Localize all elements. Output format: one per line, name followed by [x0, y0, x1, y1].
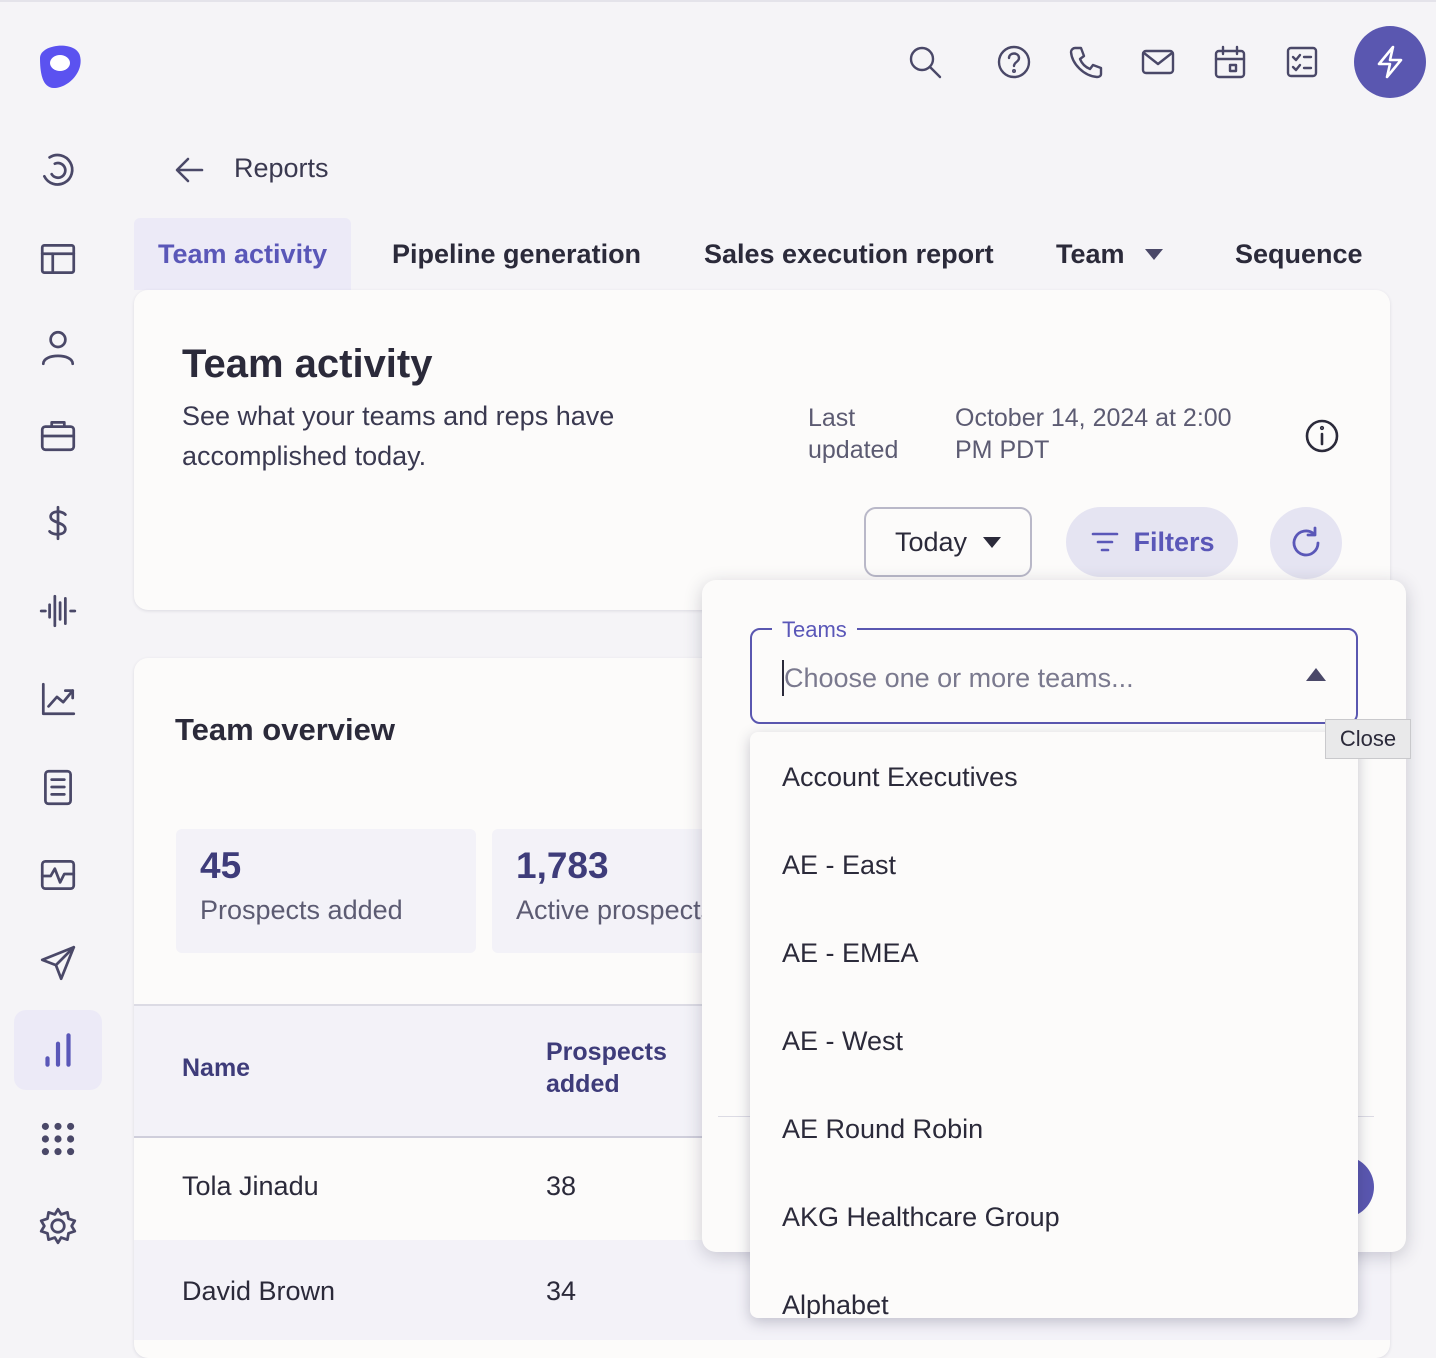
table-cell-prospects-added: 34: [546, 1276, 577, 1306]
tab-pipeline-generation[interactable]: Pipeline generation: [392, 218, 641, 290]
tab-label: Team activity: [158, 238, 328, 269]
settings-gear-icon[interactable]: [30, 1198, 86, 1254]
back-arrow-icon[interactable]: [170, 150, 210, 190]
stat-label: Active prospects: [516, 895, 712, 925]
teams-options-list: Account Executives AE - East AE - EMEA A…: [750, 732, 1358, 1318]
stat-value: 1,783: [516, 845, 609, 886]
breadcrumb-reports[interactable]: Reports: [234, 153, 329, 183]
team-option[interactable]: AE - East: [782, 850, 897, 880]
bolt-icon: [1377, 45, 1403, 79]
briefcase-icon[interactable]: [30, 407, 86, 463]
layout-icon[interactable]: [30, 231, 86, 287]
filters-label: Filters: [1133, 526, 1215, 557]
teams-field-label: Teams: [772, 617, 857, 643]
column-header-name[interactable]: Name: [182, 1054, 251, 1082]
clipboard-list-icon[interactable]: [30, 759, 86, 815]
caret-down-icon: [1144, 248, 1163, 260]
table-cell-prospects-added: 38: [546, 1171, 577, 1201]
team-option[interactable]: AKG Healthcare Group: [782, 1202, 1060, 1232]
caret-down-icon: [983, 536, 1002, 548]
search-icon[interactable]: [899, 36, 951, 88]
home-dashboard-icon[interactable]: [30, 142, 86, 198]
date-range-select[interactable]: Today: [864, 507, 1032, 577]
tab-label: Pipeline generation: [392, 238, 642, 269]
stat-active-prospects: 1,783 Active prospects: [492, 829, 712, 953]
column-header-prospects-added[interactable]: Prospects added: [546, 1038, 667, 1098]
phone-icon[interactable]: [1060, 36, 1112, 88]
filter-icon: [1092, 532, 1119, 552]
team-option[interactable]: AE - EMEA: [782, 938, 919, 968]
waveform-icon[interactable]: [30, 583, 86, 639]
date-range-value: Today: [894, 526, 968, 557]
page-title: Team activity: [182, 342, 433, 386]
table-cell-name[interactable]: David Brown: [182, 1276, 336, 1306]
stat-value: 45: [200, 845, 242, 886]
outreach-logo-icon[interactable]: [30, 36, 86, 92]
tab-label: Sales execution report: [704, 238, 994, 269]
team-option[interactable]: AE - West: [782, 1026, 904, 1056]
top-border: [0, 0, 1436, 2]
team-option[interactable]: AE Round Robin: [782, 1114, 984, 1144]
activity-monitor-icon[interactable]: [30, 847, 86, 903]
refresh-icon: [1292, 526, 1320, 557]
stat-label: Prospects added: [200, 895, 403, 925]
teams-search-input[interactable]: [782, 660, 1264, 696]
tab-sales-execution-report[interactable]: Sales execution report: [704, 218, 994, 290]
dollar-icon[interactable]: [30, 495, 86, 551]
tab-label: Sequence: [1235, 238, 1363, 269]
close-tooltip: Close: [1325, 719, 1411, 759]
quick-actions-bolt-button[interactable]: [1354, 26, 1426, 98]
reports-bar-chart-icon[interactable]: [14, 1010, 102, 1090]
calendar-icon[interactable]: [1204, 36, 1256, 88]
send-icon[interactable]: [30, 935, 86, 991]
trend-chart-icon[interactable]: [30, 671, 86, 727]
apps-grid-icon[interactable]: [30, 1111, 86, 1167]
refresh-button[interactable]: [1270, 507, 1342, 579]
team-overview-title: Team overview: [175, 712, 395, 747]
last-updated-value: October 14, 2024 at 2:00 PM PDT: [955, 404, 1232, 464]
caret-up-icon[interactable]: [1306, 668, 1326, 681]
help-icon[interactable]: [988, 36, 1040, 88]
person-icon[interactable]: [30, 319, 86, 375]
tab-sequence[interactable]: Sequence: [1235, 218, 1363, 290]
last-updated-label: Last updated: [808, 404, 899, 464]
tab-label: Team: [1056, 238, 1125, 269]
tab-team-dropdown[interactable]: Team: [1056, 218, 1163, 290]
tab-team-activity[interactable]: Team activity: [134, 218, 352, 290]
team-option[interactable]: Alphabet: [782, 1290, 889, 1318]
team-option[interactable]: Account Executives: [782, 762, 1018, 792]
table-cell-name[interactable]: Tola Jinadu: [182, 1171, 319, 1201]
task-checklist-icon[interactable]: [1276, 36, 1328, 88]
filters-button[interactable]: Filters: [1066, 507, 1238, 577]
stat-prospects-added: 45 Prospects added: [176, 829, 476, 953]
info-icon[interactable]: [1302, 416, 1342, 456]
teams-select-field[interactable]: [750, 628, 1358, 724]
mail-icon[interactable]: [1132, 36, 1184, 88]
page-subtitle: See what your teams and reps have accomp…: [182, 401, 615, 471]
